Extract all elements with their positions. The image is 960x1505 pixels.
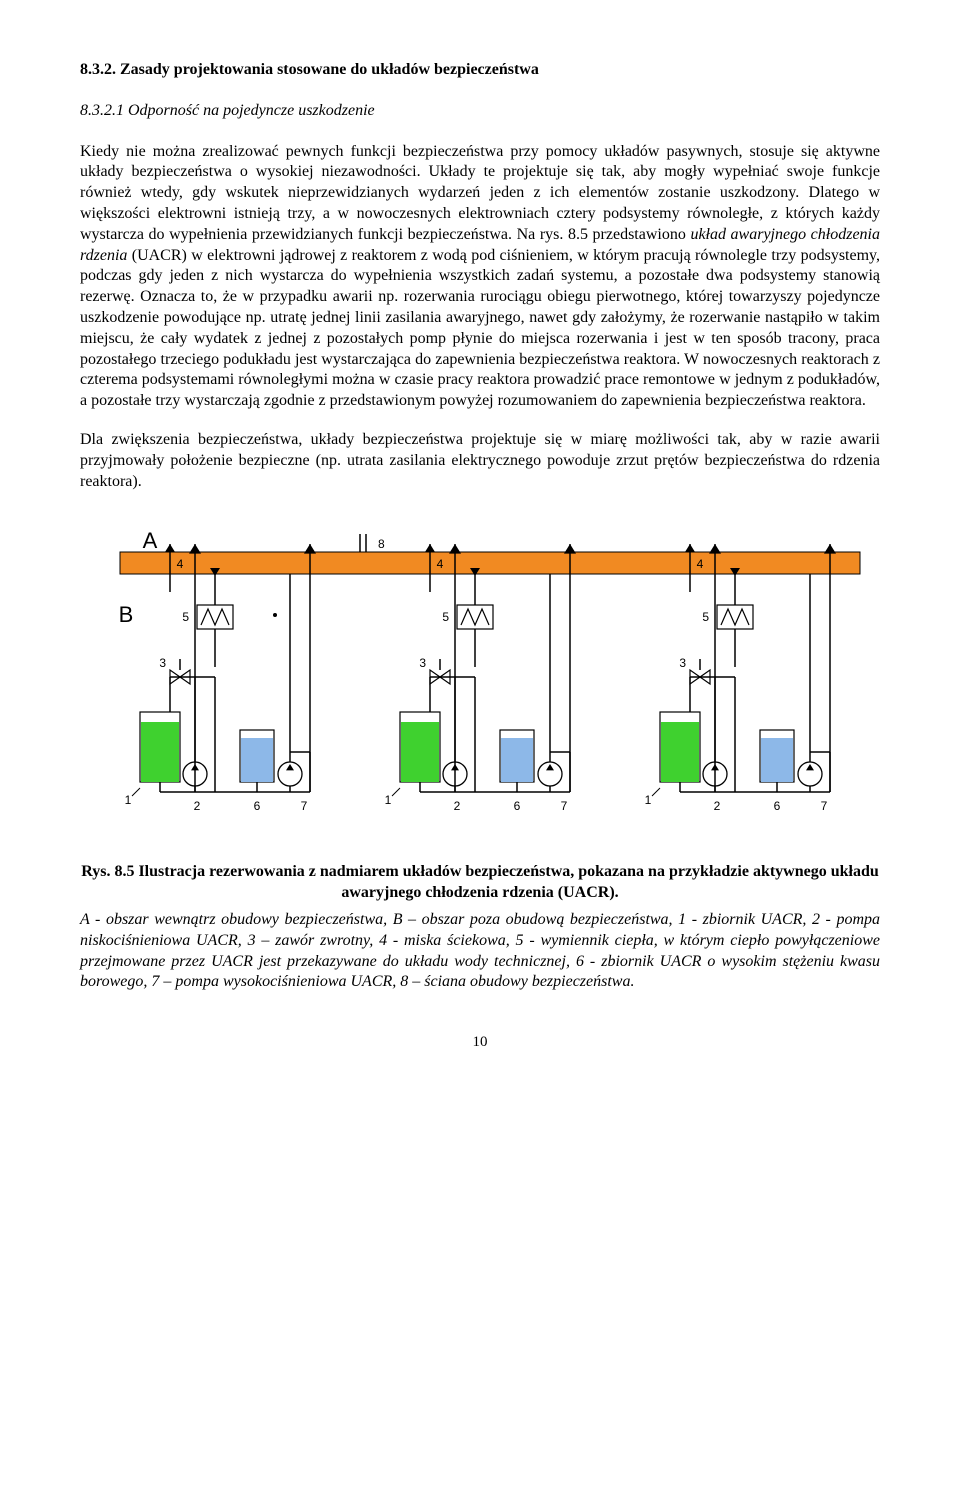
svg-text:6: 6 <box>774 799 781 813</box>
section-title: 8.3.2. Zasady projektowania stosowane do… <box>80 60 880 81</box>
svg-text:3: 3 <box>419 656 426 670</box>
figure-legend: A - obszar wewnątrz obudowy bezpieczeńst… <box>80 910 880 993</box>
svg-text:5: 5 <box>702 610 709 624</box>
svg-text:2: 2 <box>714 799 721 813</box>
svg-text:7: 7 <box>821 799 828 813</box>
figure-caption: Rys. 8.5 Ilustracja rezerwowania z nadmi… <box>80 862 880 904</box>
svg-text:4: 4 <box>437 557 444 571</box>
svg-text:3: 3 <box>159 656 166 670</box>
svg-text:1: 1 <box>125 793 132 807</box>
svg-text:2: 2 <box>194 799 201 813</box>
svg-text:3: 3 <box>679 656 686 670</box>
paragraph-1: Kiedy nie można zrealizować pewnych funk… <box>80 142 880 412</box>
p1-text-b: (UACR) w elektrowni jądrowej z reaktorem… <box>80 247 880 410</box>
svg-text:8: 8 <box>378 537 385 551</box>
figure-8-5: A B 8 4 5 3 1 2 6 7 4 5 3 1 2 6 7 4 5 3 1 2 6 7 <box>80 522 880 832</box>
svg-text:5: 5 <box>442 610 449 624</box>
svg-text:B: B <box>119 602 134 627</box>
svg-text:1: 1 <box>645 793 652 807</box>
paragraph-2: Dla zwiększenia bezpieczeństwa, układy b… <box>80 430 880 492</box>
page-number: 10 <box>80 1033 880 1053</box>
svg-text:6: 6 <box>514 799 521 813</box>
svg-text:4: 4 <box>697 557 704 571</box>
svg-text:1: 1 <box>385 793 392 807</box>
svg-text:A: A <box>143 528 158 553</box>
uacr-diagram: A B 8 4 5 3 1 2 6 7 4 5 3 1 2 6 7 4 5 3 1 2 6 7 <box>80 522 880 832</box>
svg-text:4: 4 <box>177 557 184 571</box>
svg-text:6: 6 <box>254 799 261 813</box>
svg-text:7: 7 <box>561 799 568 813</box>
subsection-title: 8.3.2.1 Odporność na pojedyncze uszkodze… <box>80 101 880 122</box>
svg-text:5: 5 <box>182 610 189 624</box>
svg-text:7: 7 <box>301 799 308 813</box>
svg-text:2: 2 <box>454 799 461 813</box>
